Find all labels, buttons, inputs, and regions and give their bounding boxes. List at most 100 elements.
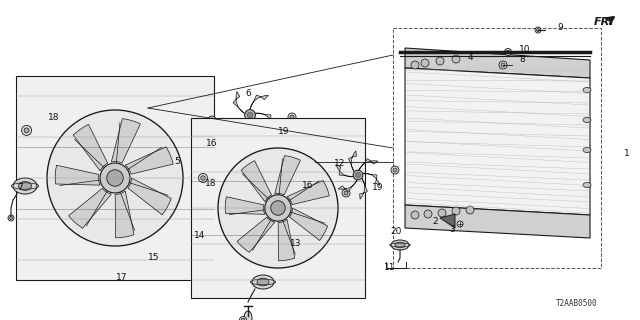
Ellipse shape bbox=[252, 275, 274, 289]
Circle shape bbox=[356, 172, 360, 177]
Circle shape bbox=[391, 166, 399, 174]
Circle shape bbox=[198, 173, 207, 182]
Polygon shape bbox=[289, 208, 328, 241]
Circle shape bbox=[411, 61, 419, 69]
Text: 4: 4 bbox=[467, 53, 473, 62]
Circle shape bbox=[342, 189, 350, 197]
Ellipse shape bbox=[583, 182, 591, 188]
Text: 16: 16 bbox=[206, 139, 218, 148]
Text: 9: 9 bbox=[557, 22, 563, 31]
Circle shape bbox=[247, 112, 253, 118]
Circle shape bbox=[424, 210, 432, 218]
Circle shape bbox=[421, 59, 429, 67]
Circle shape bbox=[536, 28, 540, 31]
Text: 13: 13 bbox=[291, 239, 301, 249]
Text: FR.: FR. bbox=[594, 17, 615, 27]
Text: 2: 2 bbox=[432, 218, 438, 227]
Circle shape bbox=[499, 61, 507, 69]
Polygon shape bbox=[246, 119, 257, 142]
Circle shape bbox=[457, 221, 463, 227]
Circle shape bbox=[22, 125, 31, 135]
Polygon shape bbox=[405, 205, 590, 238]
Polygon shape bbox=[125, 147, 173, 174]
Circle shape bbox=[241, 318, 244, 320]
Polygon shape bbox=[73, 124, 108, 171]
Polygon shape bbox=[405, 68, 590, 215]
Ellipse shape bbox=[395, 242, 405, 248]
Polygon shape bbox=[278, 219, 295, 261]
Text: 11: 11 bbox=[384, 263, 396, 273]
Circle shape bbox=[452, 55, 460, 63]
Text: 14: 14 bbox=[195, 231, 205, 241]
Circle shape bbox=[218, 148, 338, 268]
Polygon shape bbox=[255, 113, 275, 126]
Circle shape bbox=[438, 209, 446, 217]
Polygon shape bbox=[233, 92, 245, 114]
Circle shape bbox=[501, 63, 505, 67]
Ellipse shape bbox=[583, 87, 591, 92]
Polygon shape bbox=[225, 197, 265, 214]
Ellipse shape bbox=[13, 178, 37, 194]
Bar bbox=[17, 76, 214, 280]
Polygon shape bbox=[405, 48, 590, 78]
Circle shape bbox=[393, 168, 397, 172]
Circle shape bbox=[411, 211, 419, 219]
Text: 15: 15 bbox=[148, 252, 160, 261]
Circle shape bbox=[8, 215, 14, 221]
Circle shape bbox=[535, 27, 541, 33]
Circle shape bbox=[47, 110, 183, 246]
Text: 19: 19 bbox=[372, 183, 384, 193]
Polygon shape bbox=[359, 159, 378, 170]
Polygon shape bbox=[287, 180, 330, 204]
Polygon shape bbox=[349, 151, 356, 172]
Polygon shape bbox=[115, 191, 134, 238]
Circle shape bbox=[271, 201, 285, 215]
Bar bbox=[191, 118, 365, 298]
Text: 16: 16 bbox=[302, 181, 314, 190]
Polygon shape bbox=[223, 119, 247, 127]
Text: 10: 10 bbox=[519, 45, 531, 54]
Text: 3: 3 bbox=[449, 226, 455, 235]
Text: 20: 20 bbox=[390, 228, 402, 236]
Ellipse shape bbox=[19, 181, 31, 190]
Ellipse shape bbox=[391, 240, 409, 250]
Circle shape bbox=[290, 115, 294, 119]
Polygon shape bbox=[241, 161, 271, 202]
Text: 7: 7 bbox=[17, 183, 23, 193]
Circle shape bbox=[244, 109, 255, 120]
Polygon shape bbox=[360, 178, 367, 199]
Text: 12: 12 bbox=[334, 158, 346, 167]
Text: 6: 6 bbox=[245, 89, 251, 98]
Circle shape bbox=[107, 170, 124, 186]
Polygon shape bbox=[55, 165, 100, 185]
Text: 17: 17 bbox=[116, 273, 128, 282]
Circle shape bbox=[239, 316, 246, 320]
Polygon shape bbox=[250, 95, 268, 110]
Polygon shape bbox=[336, 165, 353, 177]
Polygon shape bbox=[237, 217, 275, 252]
Text: 5: 5 bbox=[174, 157, 180, 166]
Polygon shape bbox=[440, 214, 455, 228]
Circle shape bbox=[436, 57, 444, 65]
Circle shape bbox=[208, 116, 216, 124]
Polygon shape bbox=[363, 173, 380, 185]
Circle shape bbox=[265, 195, 291, 221]
Text: T2AAB0500: T2AAB0500 bbox=[556, 299, 598, 308]
Circle shape bbox=[10, 217, 13, 220]
Circle shape bbox=[466, 206, 474, 214]
Polygon shape bbox=[338, 180, 357, 191]
Polygon shape bbox=[275, 156, 300, 195]
Ellipse shape bbox=[244, 311, 252, 320]
Circle shape bbox=[24, 128, 29, 133]
Circle shape bbox=[288, 113, 296, 121]
Circle shape bbox=[452, 207, 460, 215]
Circle shape bbox=[353, 170, 363, 180]
Ellipse shape bbox=[583, 148, 591, 153]
Circle shape bbox=[100, 163, 130, 193]
Text: 8: 8 bbox=[519, 55, 525, 65]
Circle shape bbox=[504, 49, 511, 55]
Circle shape bbox=[506, 50, 509, 54]
Text: 18: 18 bbox=[48, 114, 60, 123]
Ellipse shape bbox=[583, 117, 591, 123]
Text: 19: 19 bbox=[278, 126, 290, 135]
